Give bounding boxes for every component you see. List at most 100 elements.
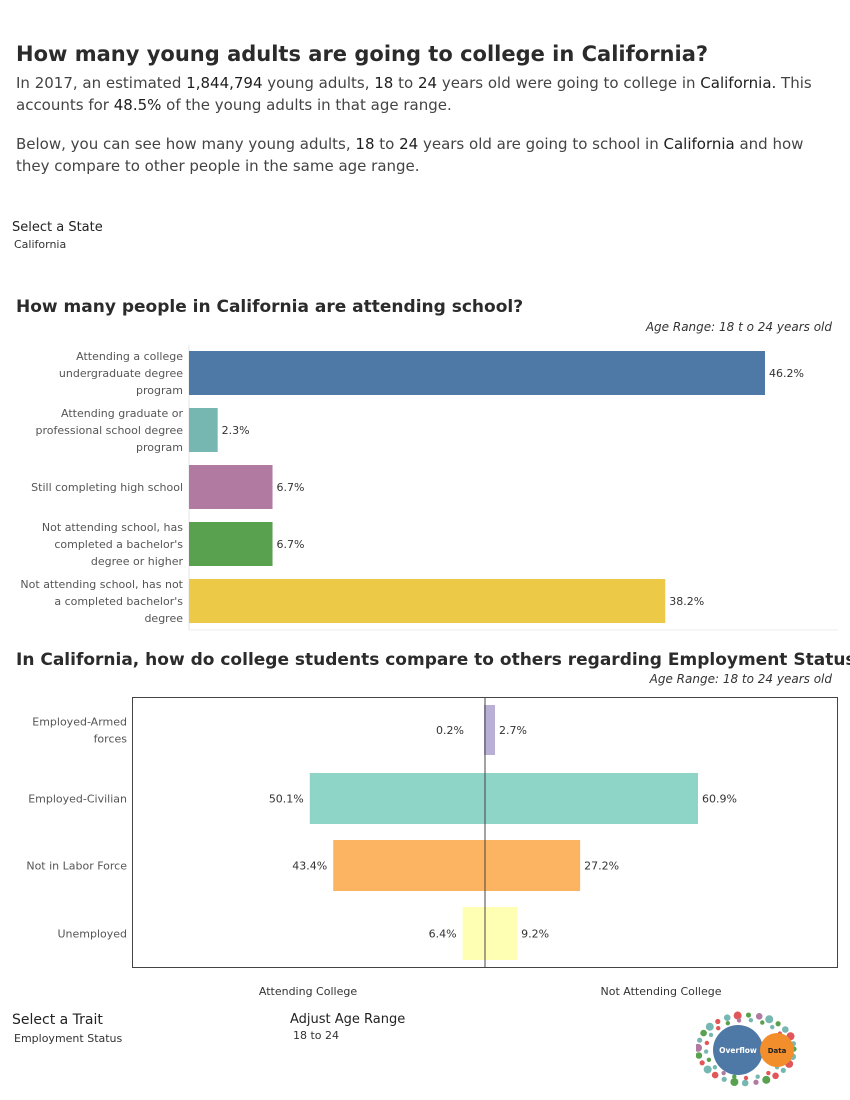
age-range-selector[interactable]: 18 to 24: [293, 1029, 340, 1042]
logo-dot: [748, 1018, 754, 1023]
category-label: professional school degree: [36, 424, 184, 437]
intro-paragraph: Below, you can see how many young adults…: [16, 133, 836, 177]
logo-dot: [760, 1020, 765, 1025]
category-label: Still completing high school: [31, 481, 183, 494]
school-chart-title: How many people in California are attend…: [16, 297, 524, 317]
summary-paragraph: In 2017, an estimated 1,844,794 young ad…: [16, 72, 836, 116]
bar[interactable]: [189, 408, 218, 452]
college-count: 1,844,794: [186, 74, 263, 92]
bar[interactable]: [189, 351, 765, 395]
logo-dot: [696, 1043, 703, 1052]
series-label-attending: Attending College: [259, 985, 357, 998]
state-selector[interactable]: California: [14, 238, 67, 251]
bar-attending[interactable]: [333, 840, 485, 891]
trait-selector[interactable]: Employment Status: [14, 1032, 123, 1045]
employment-chart-age-range: Age Range: 18 to 24 years old: [649, 672, 832, 686]
logo-dot: [723, 1014, 731, 1022]
data-label: 46.2%: [769, 367, 804, 380]
category-label: a completed bachelor's: [54, 595, 183, 608]
logo-dot: [733, 1011, 742, 1020]
logo-dot: [699, 1060, 705, 1066]
data-label: 6.7%: [277, 481, 305, 494]
bar-not-attending[interactable]: [485, 705, 495, 755]
summary-text: In 2017, an estimated: [16, 74, 187, 92]
bar[interactable]: [189, 522, 273, 566]
trait-selector-label: Select a Trait: [12, 1012, 103, 1028]
category-label: Employed-Civilian: [28, 793, 127, 806]
intro-text: and how they compare to other people in …: [16, 135, 804, 175]
logo-dot: [741, 1079, 749, 1087]
bar-attending[interactable]: [462, 907, 485, 960]
employment-status-chart: 0.2% 2.7% Employed-Armed forces 50.1% 60.9% Em…: [26, 697, 838, 998]
summary-text: to: [393, 74, 418, 92]
employment-chart-title: In California, how do college students c…: [16, 650, 850, 670]
state-selector-label: Select a State: [12, 220, 103, 235]
logo-dot: [711, 1071, 719, 1079]
logo-dot: [705, 1022, 714, 1031]
logo-dot: [706, 1057, 712, 1063]
data-label: 38.2%: [669, 595, 704, 608]
bar-not-attending[interactable]: [485, 773, 698, 824]
logo-dot: [745, 1012, 752, 1018]
summary-text: young adults,: [262, 74, 375, 92]
bar-not-attending[interactable]: [485, 907, 518, 960]
summary-text: This accounts for: [16, 74, 812, 114]
category-label: program: [136, 441, 183, 454]
logo-dot: [780, 1067, 786, 1073]
category-label: Not attending school, has: [42, 521, 183, 534]
age-to: 24: [417, 74, 438, 92]
logo-dot: [743, 1075, 749, 1081]
logo-dot: [766, 1070, 771, 1076]
logo-dot: [696, 1052, 703, 1059]
bar[interactable]: [189, 579, 666, 623]
logo-dot: [700, 1029, 707, 1037]
college-percent: 48.5%: [113, 96, 162, 114]
category-label: Attending graduate or: [61, 407, 183, 420]
logo-dot: [732, 1074, 737, 1079]
data-label: 27.2%: [584, 860, 619, 873]
logo-dot: [703, 1049, 709, 1054]
age-from: 18: [355, 135, 375, 153]
intro-text: to: [374, 135, 400, 153]
logo-dot: [775, 1021, 781, 1027]
school-attendance-chart: 46.2% Attending a college undergraduate de…: [20, 345, 838, 631]
state-name: California.: [700, 74, 777, 92]
logo-dot: [730, 1077, 739, 1086]
data-label: 6.4%: [429, 928, 457, 941]
category-label: Attending a college: [76, 350, 183, 363]
state-name: California: [663, 135, 735, 153]
logo-dot: [712, 1065, 718, 1070]
data-label: 60.9%: [702, 793, 737, 806]
age-range-label: Adjust Age Range: [290, 1012, 406, 1027]
bar-attending[interactable]: [309, 773, 485, 824]
category-label: Not attending school, has not: [20, 578, 183, 591]
logo-dot: [721, 1076, 727, 1082]
category-label: forces: [94, 733, 128, 746]
data-label: 0.2%: [436, 724, 464, 737]
bar-not-attending[interactable]: [485, 840, 581, 891]
logo-dot: [715, 1018, 721, 1025]
data-label: 2.3%: [222, 424, 250, 437]
logo-dot: [765, 1015, 774, 1024]
summary-text: years old were going to college in: [437, 74, 701, 92]
age-from: 18: [374, 74, 394, 92]
intro-text: Below, you can see how many young adults…: [16, 135, 356, 153]
data-label: 9.2%: [521, 928, 549, 941]
school-chart-age-range: Age Range: 18 t o 24 years old: [645, 320, 832, 334]
logo-dot: [772, 1072, 779, 1080]
logo-dot: [755, 1074, 760, 1079]
logo-dot: [736, 1018, 742, 1023]
logo-dot: [770, 1024, 775, 1030]
logo-dot: [762, 1075, 771, 1084]
category-label: Employed-Armed: [32, 716, 127, 729]
category-label: Unemployed: [57, 928, 127, 941]
plot-frame: [132, 697, 838, 968]
data-label: 6.7%: [277, 538, 305, 551]
logo-dot: [753, 1079, 759, 1085]
summary-text: of the young adults in that age range.: [161, 96, 452, 114]
bar[interactable]: [189, 465, 273, 509]
age-to: 24: [399, 135, 419, 153]
data-label: 2.7%: [499, 724, 527, 737]
data-label: 43.4%: [292, 860, 327, 873]
category-label: Not in Labor Force: [26, 860, 127, 873]
